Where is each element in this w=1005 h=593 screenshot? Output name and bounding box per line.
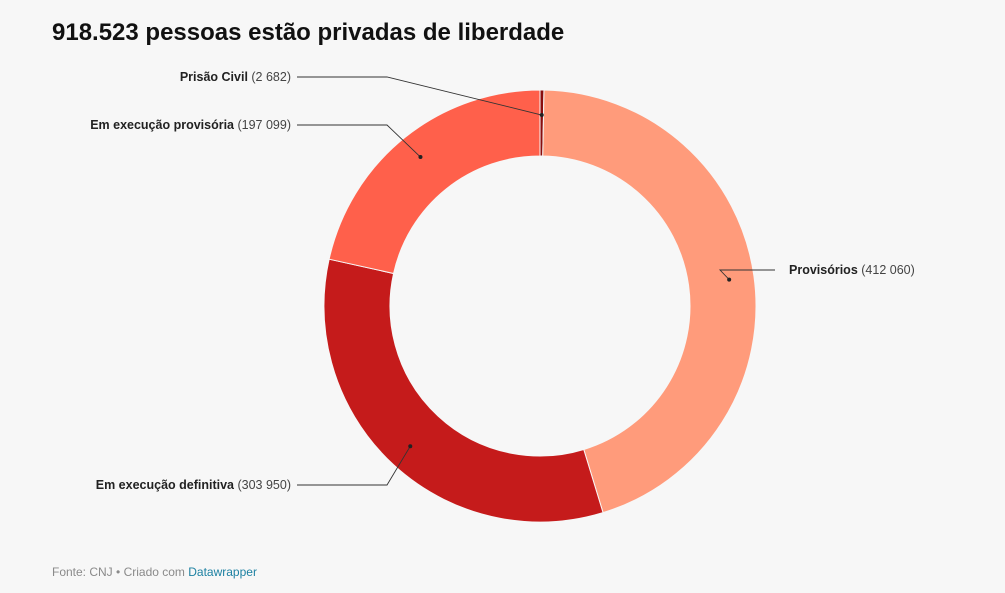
leader-dot-em-execucao-provisoria (418, 155, 423, 160)
label-value: (303 950) (237, 478, 291, 492)
label-value: (197 099) (237, 118, 291, 132)
label-em-execucao-provisoria: Em execução provisória (197 099) (90, 118, 291, 132)
slice-em-execucao-provisoria[interactable] (328, 89, 541, 275)
footer: Fonte: CNJ • Criado com Datawrapper (52, 565, 257, 579)
leader-lines-group (297, 76, 775, 486)
slices-group (323, 89, 757, 523)
label-name: Em execução definitiva (96, 478, 238, 492)
leader-dot-em-execucao-definitiva (408, 444, 413, 449)
label-value: (2 682) (251, 70, 291, 84)
label-name: Em execução provisória (90, 118, 237, 132)
footer-source: Fonte: CNJ (52, 565, 113, 579)
footer-created-with: Criado com (123, 565, 189, 579)
leader-dot-prisao-civil (539, 113, 544, 118)
labels-group: Prisão Civil (2 682) Provisórios (412 060… (90, 70, 915, 492)
datawrapper-link[interactable]: Datawrapper (188, 565, 257, 579)
label-em-execucao-definitiva: Em execução definitiva (303 950) (96, 478, 291, 492)
label-value: (412 060) (861, 263, 915, 277)
slice-provisorios[interactable] (542, 89, 757, 514)
label-name: Prisão Civil (180, 70, 252, 84)
label-name: Provisórios (789, 263, 861, 277)
leader-dot-provisorios (727, 277, 732, 282)
footer-separator: • (112, 565, 124, 579)
leader-line-em-execucao-provisoria (297, 124, 421, 158)
leader-line-em-execucao-definitiva (297, 445, 411, 486)
leader-line-prisao-civil (297, 76, 542, 116)
label-prisao-civil: Prisão Civil (2 682) (180, 70, 291, 84)
chart-title: 918.523 pessoas estão privadas de liberd… (52, 19, 565, 46)
leader-line-provisorios (718, 269, 775, 280)
label-provisorios: Provisórios (412 060) (789, 263, 915, 277)
slice-em-execucao-definitiva[interactable] (323, 258, 604, 523)
